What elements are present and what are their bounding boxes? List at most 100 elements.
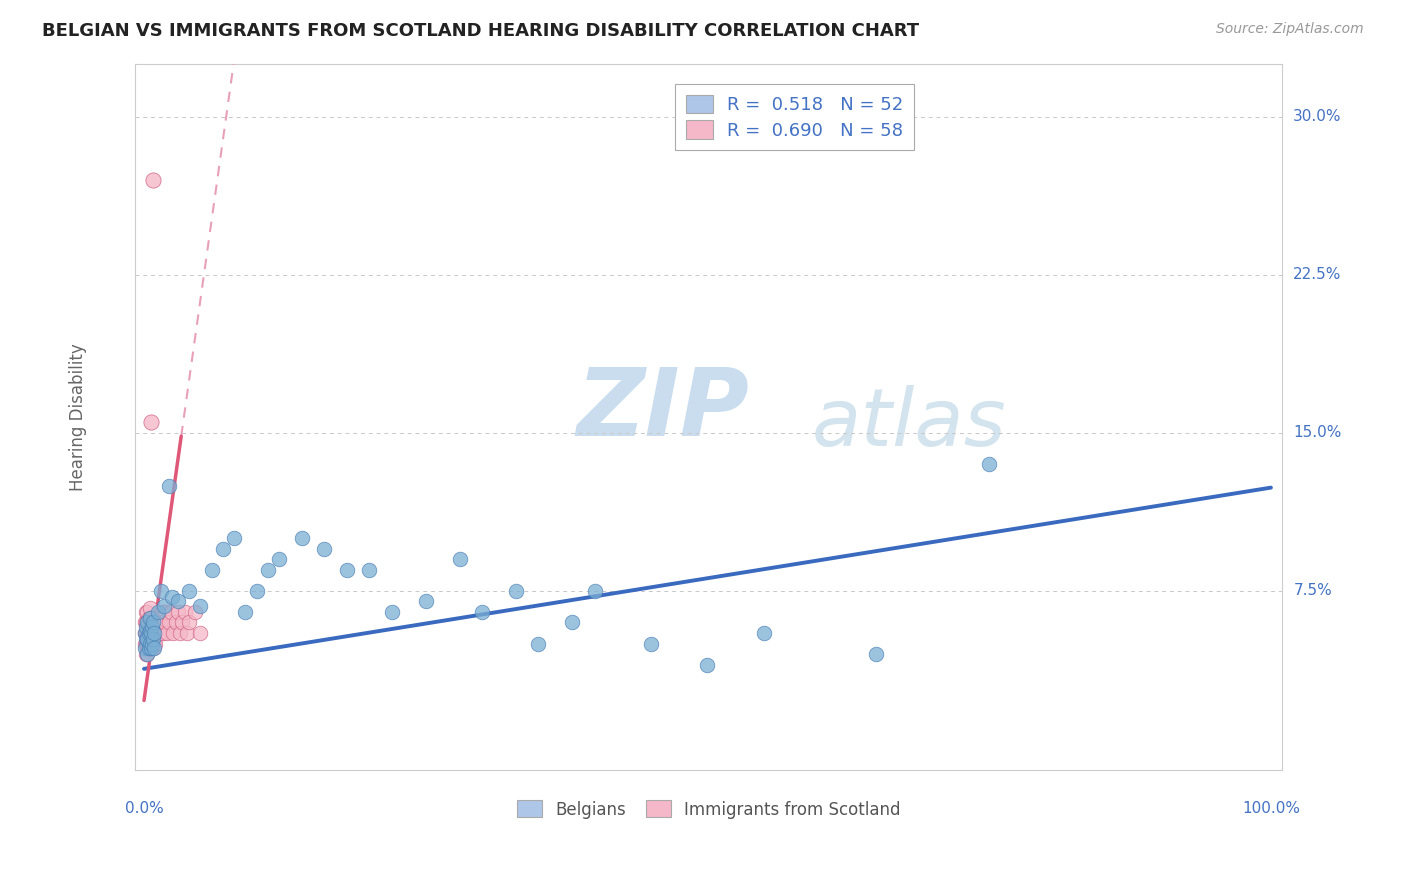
Point xyxy=(143,636,166,650)
Point xyxy=(183,605,205,619)
Point xyxy=(149,615,172,630)
Point xyxy=(291,531,314,545)
Point xyxy=(134,615,156,630)
Point xyxy=(190,626,212,640)
Point xyxy=(979,458,1001,472)
Point xyxy=(212,541,235,556)
Point xyxy=(190,599,212,613)
Point xyxy=(136,636,159,650)
Point xyxy=(136,647,159,661)
Point xyxy=(142,626,165,640)
Point xyxy=(157,478,180,492)
Point xyxy=(134,626,156,640)
Point xyxy=(415,594,437,608)
Text: BELGIAN VS IMMIGRANTS FROM SCOTLAND HEARING DISABILITY CORRELATION CHART: BELGIAN VS IMMIGRANTS FROM SCOTLAND HEAR… xyxy=(42,22,920,40)
Point xyxy=(143,636,166,650)
Point xyxy=(141,615,163,630)
Point xyxy=(359,563,381,577)
Point xyxy=(246,583,269,598)
Point xyxy=(165,615,187,630)
Point xyxy=(134,626,156,640)
Point xyxy=(134,640,156,655)
Text: atlas: atlas xyxy=(811,385,1007,463)
Point xyxy=(141,636,163,650)
Point xyxy=(142,632,165,647)
Text: 100.0%: 100.0% xyxy=(1241,800,1301,815)
Point xyxy=(142,615,165,630)
Point xyxy=(143,626,166,640)
Point xyxy=(138,640,160,655)
Point xyxy=(505,583,527,598)
Point xyxy=(142,173,165,187)
Point xyxy=(143,640,166,655)
Point xyxy=(160,591,183,605)
Point xyxy=(146,615,169,630)
Point xyxy=(135,636,157,650)
Point xyxy=(149,583,172,598)
Point xyxy=(166,605,188,619)
Point xyxy=(134,636,156,650)
Point xyxy=(135,615,157,630)
Point xyxy=(142,615,165,630)
Point xyxy=(257,563,280,577)
Text: ZIP: ZIP xyxy=(576,364,749,456)
Point xyxy=(138,626,160,640)
Point xyxy=(155,626,177,640)
Point xyxy=(135,632,157,647)
Point xyxy=(561,615,583,630)
Point xyxy=(136,626,159,640)
Point xyxy=(141,626,163,640)
Point xyxy=(172,615,194,630)
Point xyxy=(136,605,159,619)
Point xyxy=(138,611,160,625)
Point xyxy=(152,626,174,640)
Point xyxy=(135,620,157,634)
Point xyxy=(135,605,157,619)
Point xyxy=(173,605,195,619)
Point xyxy=(696,657,718,672)
Point xyxy=(449,552,471,566)
Point xyxy=(136,647,159,661)
Text: 30.0%: 30.0% xyxy=(1294,109,1341,124)
Point xyxy=(141,636,163,650)
Point xyxy=(139,415,162,429)
Point xyxy=(162,626,184,640)
Point xyxy=(136,615,159,630)
Point xyxy=(138,622,160,636)
Point xyxy=(148,626,170,640)
Point xyxy=(138,611,160,625)
Point xyxy=(224,531,246,545)
Text: 22.5%: 22.5% xyxy=(1294,268,1341,282)
Text: 7.5%: 7.5% xyxy=(1294,583,1331,599)
Point xyxy=(141,620,163,634)
Point xyxy=(145,626,167,640)
Point xyxy=(138,640,160,655)
Point xyxy=(138,632,160,647)
Point xyxy=(138,600,160,615)
Point xyxy=(136,632,159,647)
Point xyxy=(471,605,494,619)
Legend: Belgians, Immigrants from Scotland: Belgians, Immigrants from Scotland xyxy=(510,794,907,825)
Text: 15.0%: 15.0% xyxy=(1294,425,1341,441)
Point xyxy=(143,615,166,630)
Point xyxy=(160,605,183,619)
Point xyxy=(640,636,662,650)
Point xyxy=(139,611,162,625)
Point xyxy=(138,624,160,638)
Point xyxy=(235,605,257,619)
Point xyxy=(139,632,162,647)
Point xyxy=(150,605,173,619)
Point xyxy=(583,583,606,598)
Point xyxy=(153,615,176,630)
Point xyxy=(143,626,166,640)
Point xyxy=(153,599,176,613)
Point xyxy=(139,640,162,655)
Point xyxy=(142,640,165,655)
Point xyxy=(135,626,157,640)
Point xyxy=(138,611,160,625)
Point xyxy=(155,605,177,619)
Point xyxy=(177,583,200,598)
Text: Source: ZipAtlas.com: Source: ZipAtlas.com xyxy=(1216,22,1364,37)
Text: 0.0%: 0.0% xyxy=(125,800,163,815)
Point xyxy=(865,647,887,661)
